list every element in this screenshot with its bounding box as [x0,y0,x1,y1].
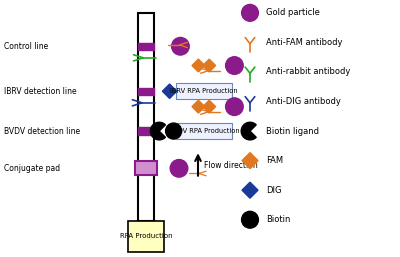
Polygon shape [150,122,166,140]
Polygon shape [192,100,205,113]
Text: BVDV detection line: BVDV detection line [4,126,80,136]
Bar [138,127,154,135]
FancyBboxPatch shape [176,83,232,99]
Ellipse shape [242,4,258,21]
Text: FAM: FAM [266,156,283,165]
Polygon shape [203,59,216,72]
Polygon shape [162,84,177,98]
Bar [138,43,154,50]
Ellipse shape [166,123,182,139]
Bar [138,88,154,95]
Polygon shape [241,122,256,140]
Text: Biotin ligand: Biotin ligand [266,126,319,136]
Polygon shape [242,153,258,169]
Polygon shape [203,100,216,113]
Text: Conjugate pad: Conjugate pad [4,164,60,173]
Text: Anti-rabbit antibody: Anti-rabbit antibody [266,67,350,77]
Text: Gold particle: Gold particle [266,8,320,17]
Text: Control line: Control line [4,42,48,51]
Ellipse shape [226,98,243,115]
Ellipse shape [170,160,188,177]
Ellipse shape [226,57,243,74]
FancyBboxPatch shape [128,221,164,252]
Text: IBRV RPA Production: IBRV RPA Production [170,88,238,94]
Ellipse shape [172,38,189,55]
Text: Flow direction: Flow direction [204,161,258,170]
Text: DIG: DIG [266,186,282,195]
Text: BVDV RPA Production: BVDV RPA Production [169,128,239,134]
Polygon shape [242,182,258,198]
Text: Anti-DIG antibody: Anti-DIG antibody [266,97,341,106]
Text: Anti-FAM antibody: Anti-FAM antibody [266,38,342,47]
Text: Biotin: Biotin [266,215,290,224]
Ellipse shape [242,211,258,228]
Text: IBRV detection line: IBRV detection line [4,87,77,96]
Polygon shape [192,59,205,72]
Bar [135,161,157,176]
FancyBboxPatch shape [176,123,232,139]
Bar [138,13,154,221]
Text: RPA Production: RPA Production [120,233,172,240]
